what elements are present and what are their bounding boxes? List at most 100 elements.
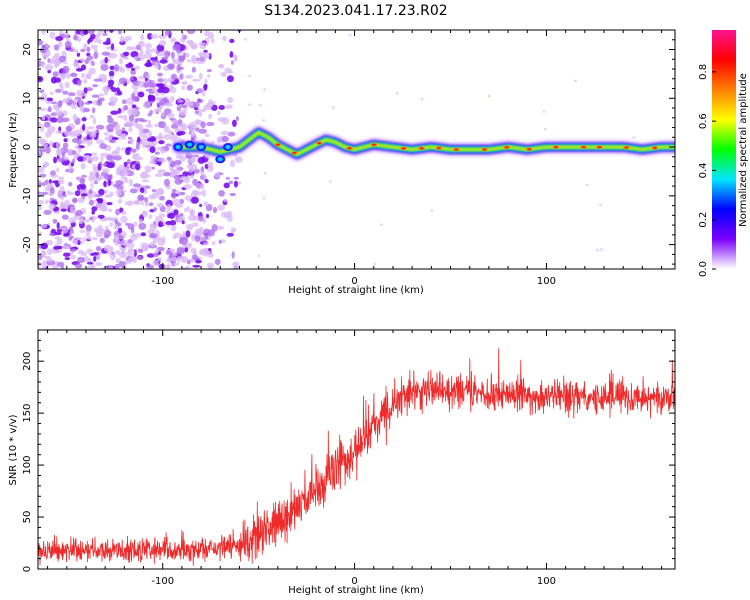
spectrogram-cell (205, 102, 214, 109)
spectrogram-cell (487, 94, 491, 98)
spectrogram-cell (113, 124, 121, 132)
spectrogram-cell (131, 154, 137, 159)
spectrogram-cell (170, 51, 175, 59)
spectrogram-cell (223, 182, 230, 189)
spectrogram-cell (58, 176, 65, 181)
spectrogram-hotspot-core (419, 147, 424, 150)
spectrogram-cell (81, 72, 85, 79)
spectrogram-cell (120, 133, 127, 138)
spectrogram-cell (543, 127, 547, 131)
spectrogram-cell (208, 248, 212, 252)
spectrogram-cell (117, 115, 125, 119)
spectrogram-cell (167, 112, 175, 118)
spectrogram-cell (143, 82, 149, 88)
spectrogram-cell (56, 222, 60, 230)
spectrogram-hotspot-core (437, 147, 441, 149)
spectrogram-cell (145, 62, 153, 67)
spectrogram-cell (130, 138, 134, 145)
spectrogram-cell (148, 214, 153, 220)
spectrogram-cell (248, 103, 252, 106)
spectrogram-cell (226, 233, 234, 237)
spectrogram-cell (140, 232, 146, 237)
spectrogram-cell (221, 135, 229, 143)
spectrogram-cell (199, 250, 206, 255)
spectrogram-cell (189, 130, 196, 137)
spectrogram-cell (85, 74, 92, 80)
spectrogram-cell (100, 63, 109, 71)
spectrogram-cell (163, 77, 168, 85)
spectrogram-cell (106, 162, 115, 169)
spectrogram-cell (187, 30, 195, 35)
spectrogram-cell (139, 187, 145, 194)
spectrogram-cell (93, 48, 98, 54)
spectrogram-cell (235, 116, 239, 122)
spectrogram-cell (57, 189, 63, 197)
spectrogram-cell (147, 94, 152, 102)
spectrogram-cell (171, 188, 177, 193)
spectrogram-hotspot-core (401, 147, 406, 150)
spectrogram-cell (65, 125, 73, 132)
spectrogram-cell (181, 220, 185, 225)
spectrogram-cell (170, 123, 179, 129)
figure-title: S134.2023.041.17.23.R02 (264, 3, 447, 19)
spectrogram-cell (214, 172, 220, 179)
snr-x-axis-label: Height of straight line (km) (288, 585, 424, 596)
spectrogram-cell (96, 139, 104, 145)
spectrogram-cell (196, 99, 204, 103)
spectrogram-hotspot-core (317, 142, 322, 145)
spectrogram-cell (128, 36, 132, 41)
spectrogram-cell (232, 261, 240, 269)
spectrogram-cell (88, 195, 92, 200)
spectrogram-cell (78, 92, 87, 97)
spectrogram-cell (189, 126, 196, 132)
spectrogram-x-tick-label: 100 (537, 276, 556, 287)
spectrogram-cell (348, 33, 352, 37)
spectrogram-cell (123, 161, 128, 167)
spectrogram-cell (184, 207, 188, 213)
spectrogram-cell (186, 84, 193, 91)
spectrogram-cell (95, 124, 105, 130)
spectrogram-cell (57, 179, 65, 185)
spectrogram-cell (100, 97, 105, 102)
spectrogram-cell (144, 43, 152, 49)
spectrogram-cell (137, 136, 141, 143)
spectrogram-cell (134, 65, 140, 70)
spectrogram-cell (142, 139, 150, 146)
spectrogram-cell (140, 138, 144, 144)
spectrogram-cell (90, 44, 98, 49)
spectrogram-hotspot-core (292, 152, 297, 154)
spectrogram-cell (221, 35, 227, 41)
spectrogram-cell (190, 163, 198, 171)
spectrogram-cell (395, 92, 399, 95)
spectrogram-cell (158, 140, 165, 145)
spectrogram-cell (206, 121, 215, 127)
spectrogram-cell (165, 220, 173, 225)
spectrogram-cell (194, 231, 203, 238)
spectrogram-cell (110, 43, 115, 51)
spectrogram-hotspot-core (454, 148, 459, 151)
spectrogram-cell (91, 152, 98, 156)
spectrogram-cell (81, 123, 86, 131)
spectrogram-cell (115, 188, 122, 197)
spectrogram-cell (128, 114, 135, 122)
spectrogram-cell (208, 113, 213, 120)
spectrogram-y-tick-label: 10 (22, 92, 33, 105)
spectrogram-cell (197, 156, 205, 164)
spectrogram-cell (226, 75, 234, 83)
spectrogram-cell (127, 223, 135, 230)
spectrogram-cell (161, 87, 170, 94)
spectrogram-cell (71, 138, 80, 143)
spectrogram-cell (132, 183, 142, 188)
spectrogram-cell (113, 239, 121, 246)
spectrogram-cell (101, 168, 110, 173)
spectrogram-cell (173, 209, 179, 216)
spectrogram-cell (210, 37, 215, 44)
spectrogram-cell (53, 246, 60, 250)
spectrogram-cell (100, 156, 104, 162)
spectrogram-cell (218, 105, 225, 110)
spectrogram-cell (45, 146, 51, 154)
spectrogram-cell (177, 99, 184, 103)
snr-y-tick-label: 0 (22, 566, 33, 572)
spectrogram-cell (167, 77, 175, 83)
